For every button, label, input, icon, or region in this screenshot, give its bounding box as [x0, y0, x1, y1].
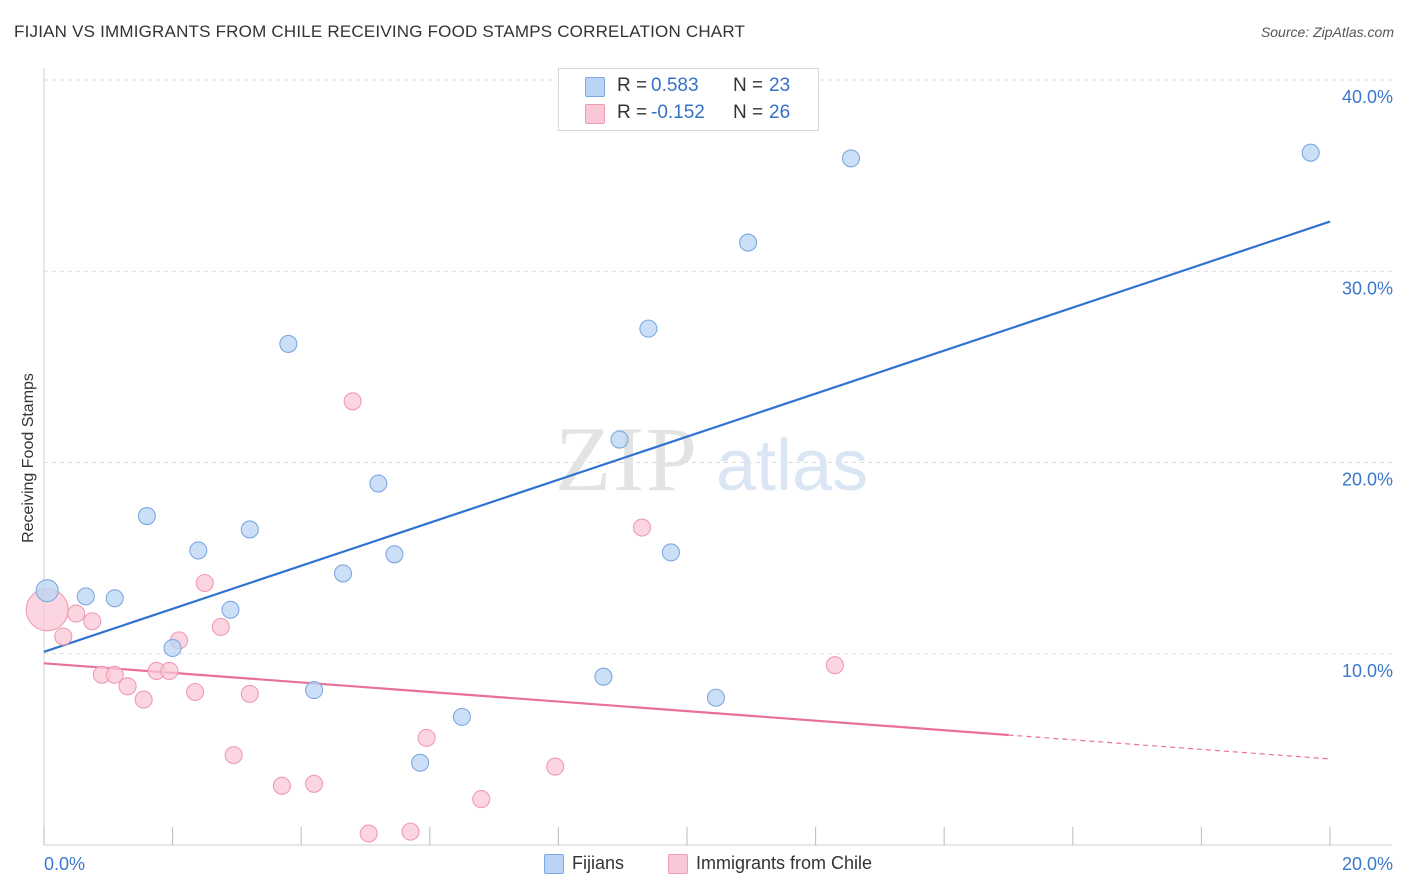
point-chile	[83, 612, 102, 631]
legend-label-chile: Immigrants from Chile	[696, 853, 873, 873]
point-chile	[54, 627, 73, 646]
point-fijians	[137, 506, 156, 526]
point-chile	[825, 656, 844, 675]
x-tick-label: 0.0%	[44, 854, 85, 874]
point-chile	[224, 746, 243, 765]
pink-swatch-icon	[585, 104, 605, 124]
point-chile	[240, 684, 259, 703]
point-fijians	[841, 149, 861, 168]
watermark-atlas: atlas	[716, 426, 868, 506]
point-fijians	[452, 707, 472, 726]
point-chile	[134, 690, 153, 709]
legend-row-chile: R = -0.152 N = 26	[559, 100, 818, 127]
trendline-chile	[43, 662, 1009, 737]
trendline-fijians	[43, 220, 1331, 653]
point-fijians	[639, 319, 658, 338]
r-label: R =	[617, 75, 648, 96]
blue-swatch-icon	[544, 854, 564, 874]
point-fijians	[76, 587, 95, 606]
point-fijians	[739, 233, 758, 252]
point-chile	[186, 682, 205, 702]
point-fijians	[706, 688, 725, 707]
point-chile	[305, 774, 324, 793]
watermark-zip: ZIP	[555, 408, 699, 510]
trendline-chile-extension	[1008, 734, 1331, 760]
point-chile	[472, 790, 491, 809]
blue-swatch-icon	[585, 77, 605, 97]
r-value: -0.152	[651, 102, 705, 123]
r-value: 0.583	[651, 75, 699, 96]
point-fijians	[305, 681, 324, 700]
n-value: 26	[769, 102, 791, 123]
y-tick-label: 40.0%	[1342, 87, 1393, 107]
point-fijians	[369, 474, 388, 493]
y-tick-label: 20.0%	[1342, 470, 1393, 490]
point-fijians	[661, 543, 680, 562]
point-chile	[359, 824, 378, 843]
point-fijians	[163, 638, 182, 658]
n-value: 23	[769, 75, 791, 96]
series-legend: Fijians Immigrants from Chile	[0, 852, 1406, 878]
pink-swatch-icon	[668, 854, 688, 874]
point-chile	[632, 518, 652, 537]
grid	[44, 79, 1392, 655]
source-credit: Source: ZipAtlas.com	[1260, 24, 1394, 40]
correlation-legend: R = 0.583 N = 23 R = -0.152 N = 26	[558, 68, 819, 131]
point-fijians	[333, 564, 353, 583]
point-chile	[211, 617, 230, 637]
x-tick-label: 20.0%	[1342, 854, 1393, 874]
axes	[43, 68, 1392, 846]
point-fijians	[105, 589, 124, 608]
point-chile	[343, 392, 362, 411]
point-chile	[67, 604, 86, 623]
r-label: R =	[617, 102, 648, 123]
point-fijians	[221, 600, 240, 619]
tick-labels: 10.0% 20.0% 30.0% 40.0% 0.0% 20.0%	[44, 87, 1393, 874]
n-label: N =	[733, 75, 764, 96]
point-chile	[195, 573, 214, 593]
point-fijians	[1301, 143, 1320, 162]
point-chile	[272, 776, 291, 795]
point-chile	[401, 822, 420, 841]
point-chile	[546, 757, 565, 776]
point-fijians	[35, 579, 59, 603]
y-axis-label: Receiving Food Stamps	[20, 373, 37, 543]
chart-title: FIJIAN VS IMMIGRANTS FROM CHILE RECEIVIN…	[14, 22, 746, 41]
legend-row-fijians: R = 0.583 N = 23	[559, 73, 818, 100]
n-label: N =	[733, 102, 764, 123]
point-chile	[160, 661, 179, 681]
point-fijians	[385, 545, 404, 564]
point-fijians	[279, 334, 298, 353]
point-fijians	[189, 541, 208, 560]
y-tick-label: 10.0%	[1342, 661, 1393, 681]
point-fijians	[594, 667, 613, 686]
point-fijians	[411, 753, 430, 772]
point-fijians	[610, 430, 629, 449]
point-chile	[118, 677, 137, 696]
point-chile	[105, 665, 124, 684]
trendlines	[43, 220, 1331, 760]
point-fijians	[240, 520, 259, 539]
legend-label-fijians: Fijians	[572, 853, 625, 873]
y-tick-label: 30.0%	[1342, 278, 1393, 298]
point-chile	[417, 728, 436, 747]
data-points	[25, 143, 1320, 843]
